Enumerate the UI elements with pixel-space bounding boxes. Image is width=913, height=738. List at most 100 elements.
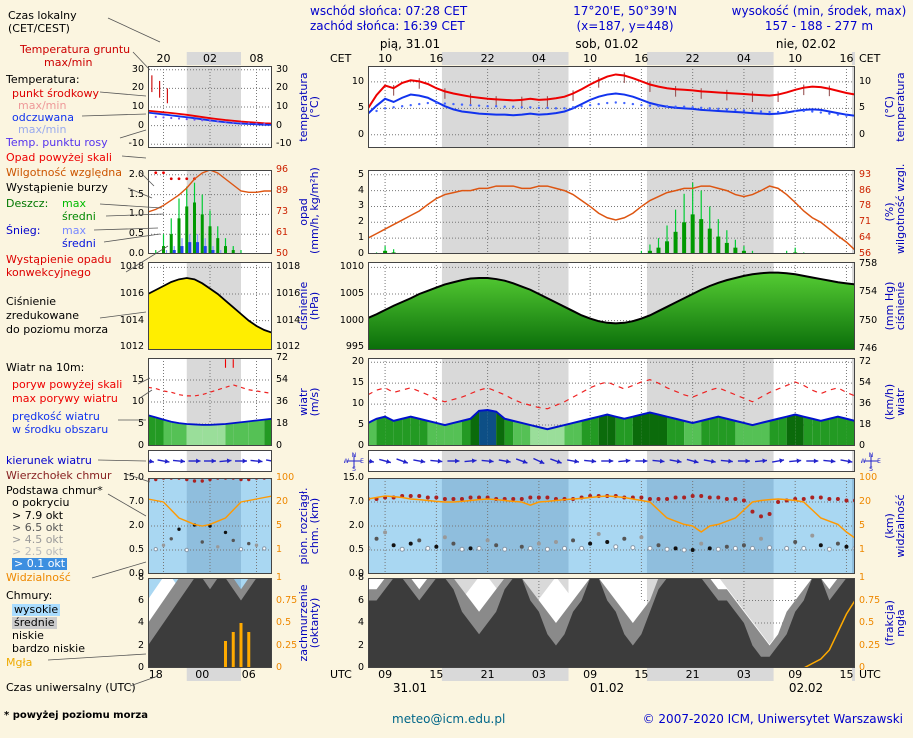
- grid-point-text: (x=187, y=448): [576, 19, 674, 33]
- axis-tick-label: 86: [859, 184, 872, 196]
- axis-tick-label: 10: [131, 101, 144, 112]
- legend-temp-mid: punkt środkowy: [12, 87, 100, 100]
- axis-tick-label: 1016: [276, 288, 301, 299]
- panel-temperature-main: [368, 66, 855, 148]
- legend-local-time-1: Czas lokalny: [8, 9, 77, 22]
- legend-wind10-header: Wiatr na 10m:: [6, 361, 85, 374]
- legend-clouds-low: niskie: [12, 629, 44, 642]
- axis-tick-label: 20: [276, 82, 289, 94]
- hour-label: 15: [429, 668, 444, 681]
- legend-footnote: * powyżej poziomu morza: [4, 710, 148, 721]
- axis-tick-label: 50: [276, 248, 289, 259]
- axis-tick-label: 0.75: [276, 594, 298, 606]
- legend-clouds-vlow: bardzo niskie: [12, 642, 85, 655]
- cet-label-left: CET: [330, 52, 352, 65]
- legend-snow-label: Śnieg:: [6, 224, 41, 237]
- altitude-block: wysokość (min, środek, max) 157 - 188 - …: [728, 4, 910, 34]
- axis-tick-label: 15: [351, 377, 364, 389]
- axis-tick-label: 96: [276, 164, 289, 175]
- axis-title-left-precip: opad (mm/h, kg/m²h): [297, 167, 321, 254]
- copyright-text: © 2007-2020 ICM, Uniwersytet Warszawski: [642, 712, 903, 726]
- legend-storm: Wystąpienie burzy: [6, 181, 108, 194]
- axis-tick-label: 73: [276, 206, 289, 217]
- legend-snow-avg: średni: [62, 237, 96, 250]
- hour-label: 15: [634, 668, 649, 681]
- axis-tick-label: 61: [276, 227, 289, 238]
- legend-pressure-1: Ciśnienie: [6, 295, 57, 308]
- legend-okta-01: > 0.1 okt: [12, 557, 68, 570]
- axis-tick-label: 71: [859, 216, 872, 228]
- axis-tick-label: 36: [859, 398, 872, 410]
- hour-label: 22: [685, 52, 700, 65]
- axis-tick-label: 3: [357, 200, 364, 212]
- panel-wind-direction-main: [368, 450, 855, 472]
- legend-humidity: Wilgotność względna: [6, 166, 123, 179]
- legend-cloud-top: Wierzchołek chmur: [6, 469, 112, 482]
- hour-label: 21: [685, 668, 700, 681]
- axis-tick-label: 1000: [339, 314, 364, 326]
- axis-tick-label: 6: [357, 594, 364, 606]
- hour-label: 18: [148, 668, 163, 681]
- hour-label: 03: [736, 668, 751, 681]
- axis-tick-label: 995: [345, 341, 364, 353]
- axis-title-right-cloud: (km) widzialność: [883, 494, 907, 558]
- axis-tick-label: 0: [357, 440, 364, 451]
- panel-wind-main: [368, 358, 855, 446]
- hour-label: 15: [839, 668, 854, 681]
- svg-text:N: N: [352, 452, 357, 459]
- axis-tick-label: 0.5: [128, 228, 144, 240]
- axis-tick-label: 0.25: [859, 639, 881, 651]
- axis-tick-label: -10: [128, 138, 144, 150]
- axis-tick-label: 10: [351, 398, 364, 410]
- axis-title-right-precip: (%) wilgotność wzgl.: [883, 163, 907, 254]
- legend-temp-header: Temperatura:: [6, 73, 80, 86]
- contact-email[interactable]: meteo@icm.edu.pl: [392, 712, 506, 726]
- hour-label: 16: [839, 52, 854, 65]
- hour-label: 10: [788, 52, 803, 65]
- altitude-label: wysokość (min, środek, max): [731, 4, 907, 18]
- axis-tick-label: 746: [859, 343, 878, 355]
- legend-feels-maxmin: max/min: [18, 123, 67, 136]
- strip-hours-mini: [148, 52, 272, 65]
- axis-tick-label: 0: [137, 119, 144, 131]
- legend-wind-speed-2: w środku obszaru: [12, 423, 109, 436]
- axis-tick-label: 2.0: [128, 168, 144, 180]
- axis-tick-label: 2.0: [348, 520, 364, 531]
- axis-title-right-okta: (frakcja) mgła: [883, 600, 907, 646]
- axis-tick-label: 10: [131, 396, 144, 407]
- sunset-text: zachód słońca: 16:39 CET: [310, 19, 465, 33]
- axis-title-left-press: ciśnienie (hPa): [297, 281, 321, 331]
- legend-rain-label: Deszcz:: [6, 197, 49, 210]
- axis-tick-label: 0.75: [859, 594, 881, 606]
- legend-fog: Mgła: [6, 656, 33, 669]
- axis-tick-label: 5: [357, 419, 364, 431]
- axis-tick-label: 1005: [339, 288, 364, 299]
- date-label: 02.02: [788, 681, 824, 695]
- svg-text:E: E: [877, 458, 881, 465]
- axis-tick-label: 7.0: [128, 496, 144, 507]
- axis-tick-label: 8: [137, 572, 144, 583]
- axis-tick-label: 0.5: [859, 617, 875, 628]
- axis-tick-label: 72: [276, 352, 289, 363]
- axis-tick-label: 0: [357, 248, 364, 259]
- axis-tick-label: 15.0: [342, 472, 364, 483]
- axis-tick-label: 30: [131, 63, 144, 75]
- hour-label: 21: [480, 668, 495, 681]
- svg-text:N: N: [869, 452, 874, 459]
- legend-convective-1: Wystąpienie opadu: [6, 253, 112, 266]
- svg-text:S: S: [352, 466, 356, 471]
- axis-tick-label: 0.5: [348, 544, 364, 555]
- axis-tick-label: 56: [859, 248, 872, 259]
- hour-label: 00: [195, 668, 210, 681]
- legend-okta-79: > 7.9 okt: [12, 509, 64, 522]
- legend-wind-speed-1: prędkość wiatru: [12, 410, 100, 423]
- altitude-values: 157 - 188 - 277 m: [764, 19, 874, 33]
- axis-tick-label: -10: [276, 138, 292, 150]
- legend-pressure-3: do poziomu morza: [6, 323, 109, 336]
- axis-tick-label: 20: [351, 356, 364, 368]
- axis-title-right-temp: (°C) temperatura: [883, 72, 907, 142]
- hour-label: 09: [378, 668, 393, 681]
- axis-tick-label: 0: [357, 128, 364, 140]
